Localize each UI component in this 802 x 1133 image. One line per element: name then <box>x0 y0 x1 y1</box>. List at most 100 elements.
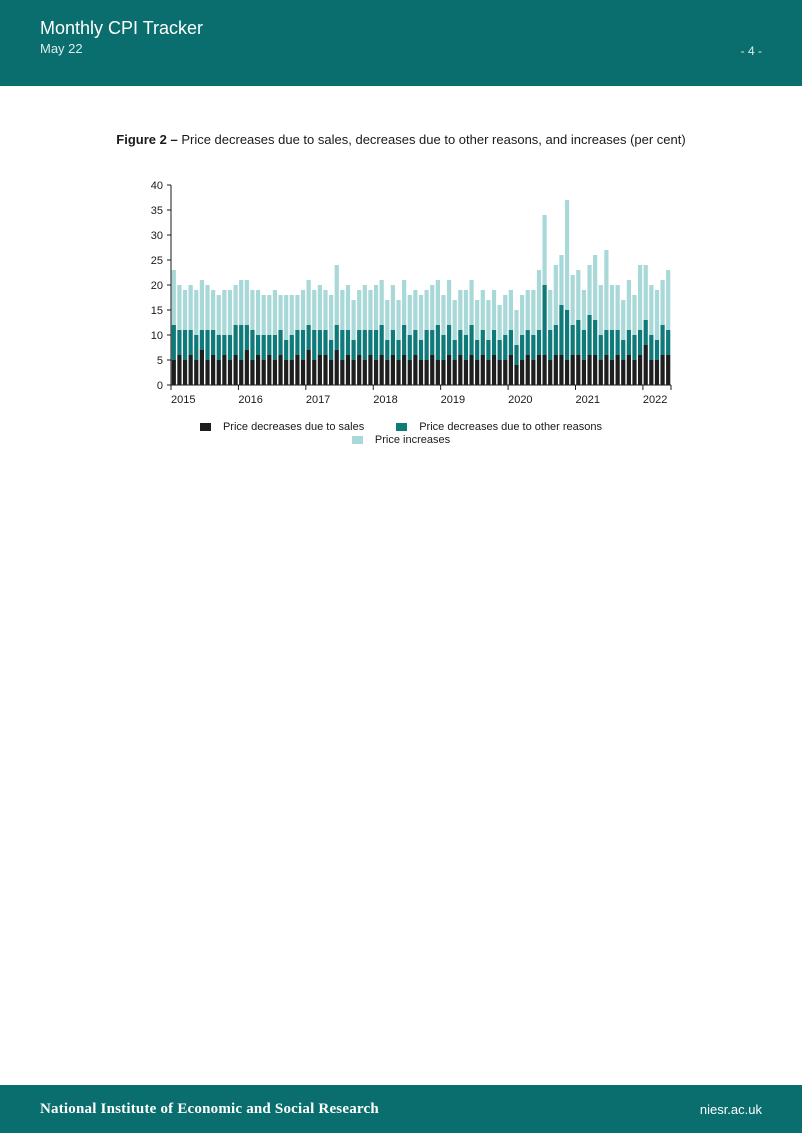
bar-segment <box>531 335 535 360</box>
bar-segment <box>610 285 614 330</box>
bar-segment <box>408 295 412 335</box>
bar-segment <box>430 285 434 330</box>
bar-segment <box>458 355 462 385</box>
bar-segment <box>273 335 277 360</box>
bar-segment <box>290 360 294 385</box>
bar-segment <box>469 325 473 355</box>
bar-segment <box>194 290 198 335</box>
x-tick-label: 2018 <box>373 394 397 406</box>
bar-segment <box>649 285 653 335</box>
bar-segment <box>256 290 260 335</box>
bar-segment <box>335 265 339 325</box>
bar-segment <box>346 355 350 385</box>
bar-segment <box>312 330 316 360</box>
x-tick-label: 2015 <box>171 394 195 406</box>
bar-segment <box>228 360 232 385</box>
bar-segment <box>425 290 429 330</box>
bar-segment <box>436 280 440 325</box>
bar-segment <box>587 265 591 315</box>
bar-segment <box>582 330 586 360</box>
bar-segment <box>565 360 569 385</box>
bar-segment <box>649 360 653 385</box>
x-tick-label: 2022 <box>643 394 667 406</box>
bar-segment <box>481 290 485 330</box>
bar-segment <box>408 335 412 360</box>
bar-segment <box>391 355 395 385</box>
bar-segment <box>211 355 215 385</box>
page: Monthly CPI Tracker May 22 - 4 - Figure … <box>0 0 802 1133</box>
bar-segment <box>307 280 311 325</box>
bar-segment <box>211 290 215 330</box>
bar-segment <box>576 320 580 355</box>
bar-segment <box>447 325 451 355</box>
x-tick-label: 2017 <box>306 394 330 406</box>
bar-segment <box>351 340 355 360</box>
bar-segment <box>593 255 597 320</box>
figure-caption: Figure 2 – Price decreases due to sales,… <box>70 132 732 147</box>
y-tick-label: 15 <box>151 305 163 317</box>
bar-segment <box>329 340 333 360</box>
bar-segment <box>413 290 417 330</box>
page-footer: National Institute of Economic and Socia… <box>0 1085 802 1133</box>
bar-segment <box>447 280 451 325</box>
chart-legend: Price decreases due to salesPrice decrea… <box>121 421 681 447</box>
bar-segment <box>537 270 541 330</box>
bar-segment <box>498 305 502 340</box>
bar-segment <box>262 360 266 385</box>
bar-segment <box>273 360 277 385</box>
bar-segment <box>599 285 603 335</box>
bar-segment <box>357 355 361 385</box>
bar-segment <box>256 335 260 355</box>
bar-segment <box>391 330 395 355</box>
bar-segment <box>621 340 625 360</box>
bar-segment <box>335 325 339 350</box>
y-tick-label: 20 <box>151 280 163 292</box>
bar-segment <box>368 355 372 385</box>
bar-segment <box>363 285 367 330</box>
bar-segment <box>172 360 176 385</box>
bar-segment <box>368 330 372 355</box>
page-header: Monthly CPI Tracker May 22 - 4 - <box>0 0 802 86</box>
bar-segment <box>565 200 569 310</box>
bar-segment <box>537 330 541 355</box>
bar-segment <box>413 355 417 385</box>
bar-segment <box>486 300 490 340</box>
bar-segment <box>396 340 400 360</box>
bar-segment <box>531 290 535 335</box>
bar-segment <box>189 355 193 385</box>
bar-segment <box>582 360 586 385</box>
bar-segment <box>464 360 468 385</box>
bar-segment <box>189 330 193 355</box>
bar-segment <box>526 330 530 355</box>
bar-segment <box>475 340 479 360</box>
bar-segment <box>239 360 243 385</box>
legend-label: Price decreases due to other reasons <box>419 421 602 433</box>
bar-segment <box>604 250 608 330</box>
header-title: Monthly CPI Tracker <box>40 18 762 39</box>
bar-segment <box>396 360 400 385</box>
y-tick-label: 5 <box>157 355 163 367</box>
bar-segment <box>183 290 187 330</box>
bar-segment <box>576 355 580 385</box>
bar-segment <box>655 340 659 360</box>
bar-segment <box>509 355 513 385</box>
bar-segment <box>278 355 282 385</box>
bar-segment <box>301 330 305 360</box>
bar-segment <box>526 290 530 330</box>
bar-segment <box>604 355 608 385</box>
bar-segment <box>267 355 271 385</box>
bar-segment <box>481 330 485 355</box>
bar-segment <box>295 330 299 355</box>
bar-segment <box>312 360 316 385</box>
bar-segment <box>593 355 597 385</box>
bar-segment <box>346 330 350 355</box>
footer-url: niesr.ac.uk <box>700 1102 762 1117</box>
bar-segment <box>486 340 490 360</box>
legend-swatch <box>396 423 407 431</box>
bar-segment <box>644 320 648 345</box>
bar-segment <box>278 330 282 355</box>
bar-segment <box>520 295 524 335</box>
bar-segment <box>228 335 232 360</box>
bar-segment <box>666 270 670 330</box>
bar-segment <box>582 290 586 330</box>
